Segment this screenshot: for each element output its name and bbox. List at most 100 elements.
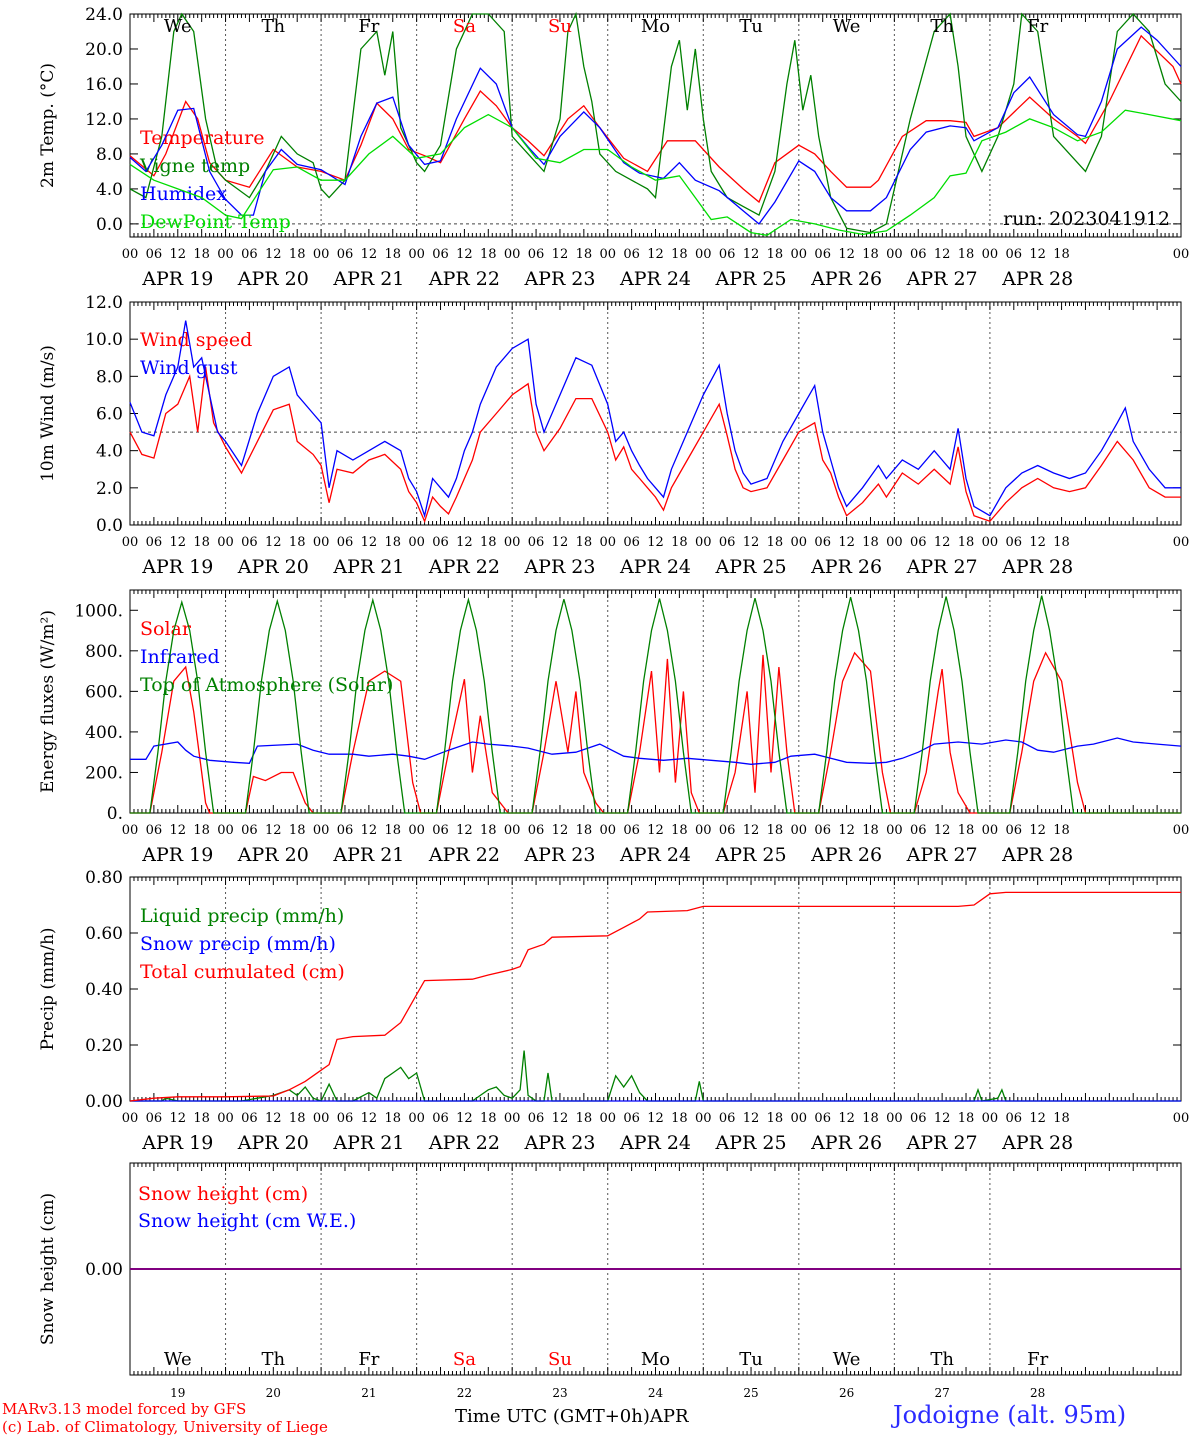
weekday-label: Fr <box>358 16 379 37</box>
x-axis-title: Time UTC (GMT+0h)APR <box>455 1406 689 1427</box>
hour-label: 18 <box>480 535 497 550</box>
plot-frame <box>129 301 1182 526</box>
y-tick-label: 0.60 <box>85 924 123 944</box>
hour-label: 18 <box>1053 535 1070 550</box>
y-tick-label: 0.80 <box>85 868 123 888</box>
y-axis-title: 2m Temp. (°C) <box>38 63 58 188</box>
hour-label: 00 <box>504 823 521 838</box>
hour-label: 06 <box>719 823 736 838</box>
hour-label: 06 <box>910 1111 927 1126</box>
hour-label: 06 <box>528 1111 545 1126</box>
hour-label: 00 <box>1173 535 1190 550</box>
date-label: APR 23 <box>523 556 595 578</box>
hour-label: 18 <box>767 247 784 262</box>
weekday-label: Fr <box>1027 16 1048 37</box>
x-axis-label: Time UTC (GMT+0h) <box>455 1406 650 1427</box>
y-tick-label: 1000. <box>74 601 123 621</box>
hour-label: 12 <box>169 1111 186 1126</box>
date-label: APR 25 <box>715 1132 787 1154</box>
y-axis-title: 10m Wind (m/s) <box>38 345 58 482</box>
legend-entry: Total cumulated (cm) <box>140 961 345 983</box>
date-label: APR 22 <box>428 556 500 578</box>
legend-entry: Snow height (cm) <box>138 1183 308 1205</box>
hour-label: 06 <box>241 823 258 838</box>
y-tick-label: 16.0 <box>85 75 123 95</box>
weekday-label: Th <box>262 16 286 37</box>
hour-label: 12 <box>647 1111 664 1126</box>
hour-label: 06 <box>1006 247 1023 262</box>
hour-label: 00 <box>504 1111 521 1126</box>
hour-label: 00 <box>599 535 616 550</box>
hour-label: 18 <box>862 1111 879 1126</box>
date-label: APR 23 <box>523 1132 595 1154</box>
hour-label: 18 <box>767 535 784 550</box>
hour-label: 00 <box>982 247 999 262</box>
hour-label: 00 <box>791 535 808 550</box>
hour-label: 18 <box>862 823 879 838</box>
y-tick-label: 10.0 <box>85 330 123 350</box>
y-tick-label: 12.0 <box>85 293 123 313</box>
y-tick-label: 800. <box>85 642 123 662</box>
hour-label: 06 <box>528 823 545 838</box>
legend-entry: Snow height (cm W.E.) <box>138 1210 356 1232</box>
date-label: APR 26 <box>810 556 882 578</box>
hour-label: 06 <box>432 247 449 262</box>
hour-label: 00 <box>982 823 999 838</box>
hour-label: 06 <box>910 247 927 262</box>
hour-label: 06 <box>719 1111 736 1126</box>
hour-label: 12 <box>1029 1111 1046 1126</box>
y-tick-label: 6.0 <box>96 405 123 425</box>
hour-label: 12 <box>838 823 855 838</box>
hour-label: 00 <box>791 1111 808 1126</box>
hour-label: 06 <box>623 535 640 550</box>
hour-label: 12 <box>743 535 760 550</box>
hour-label: 18 <box>862 247 879 262</box>
station-name: Jodoigne (alt. 95m) <box>893 1401 1127 1429</box>
hour-label: 12 <box>265 535 282 550</box>
hour-label: 18 <box>671 1111 688 1126</box>
hour-label: 18 <box>767 823 784 838</box>
weekday-label: Su <box>548 16 572 37</box>
hour-label: 12 <box>934 247 951 262</box>
date-label: APR 19 <box>141 556 213 578</box>
date-label: APR 28 <box>1001 844 1073 866</box>
hour-label: 00 <box>504 535 521 550</box>
hour-label: 12 <box>743 247 760 262</box>
chart-panel-4: 0.80 0.60 0.40 0.20 0.00 Precip (mm/h) Liquid … <box>38 868 1189 1154</box>
hour-label: 06 <box>241 1111 258 1126</box>
hour-label: 06 <box>146 247 163 262</box>
x-axis-month: APR <box>649 1406 689 1427</box>
hour-label: 06 <box>1006 823 1023 838</box>
date-label: APR 20 <box>237 844 309 866</box>
hour-label: 00 <box>313 247 330 262</box>
y-axis-title: Precip (mm/h) <box>38 927 58 1050</box>
legend-entry: Infrared <box>140 646 220 668</box>
hour-label: 06 <box>910 535 927 550</box>
date-label: APR 28 <box>1001 268 1073 290</box>
date-label: APR 20 <box>237 1132 309 1154</box>
hour-label: 06 <box>337 823 354 838</box>
y-tick-label: 12.0 <box>85 110 123 130</box>
hour-label: 00 <box>217 823 234 838</box>
hour-label: 12 <box>1029 823 1046 838</box>
date-label: APR 20 <box>237 268 309 290</box>
hour-label: 12 <box>169 247 186 262</box>
series-line <box>129 109 1182 236</box>
series-line <box>129 320 1181 519</box>
series-line <box>130 651 1181 814</box>
hour-label: 12 <box>456 247 473 262</box>
legend-entry: Liquid precip (mm/h) <box>140 905 344 927</box>
date-label: APR 22 <box>428 844 500 866</box>
hour-label: 00 <box>599 1111 616 1126</box>
date-label: APR 19 <box>141 1132 213 1154</box>
hour-label: 06 <box>337 1111 354 1126</box>
hour-label: 12 <box>456 823 473 838</box>
hour-label: 00 <box>504 247 521 262</box>
hour-label: 18 <box>289 535 306 550</box>
run-label: run: 2023041912 <box>1003 208 1170 230</box>
series-line <box>130 1050 1181 1102</box>
hour-label: 12 <box>647 823 664 838</box>
hour-label: 18 <box>384 247 401 262</box>
hour-label: 00 <box>122 535 139 550</box>
